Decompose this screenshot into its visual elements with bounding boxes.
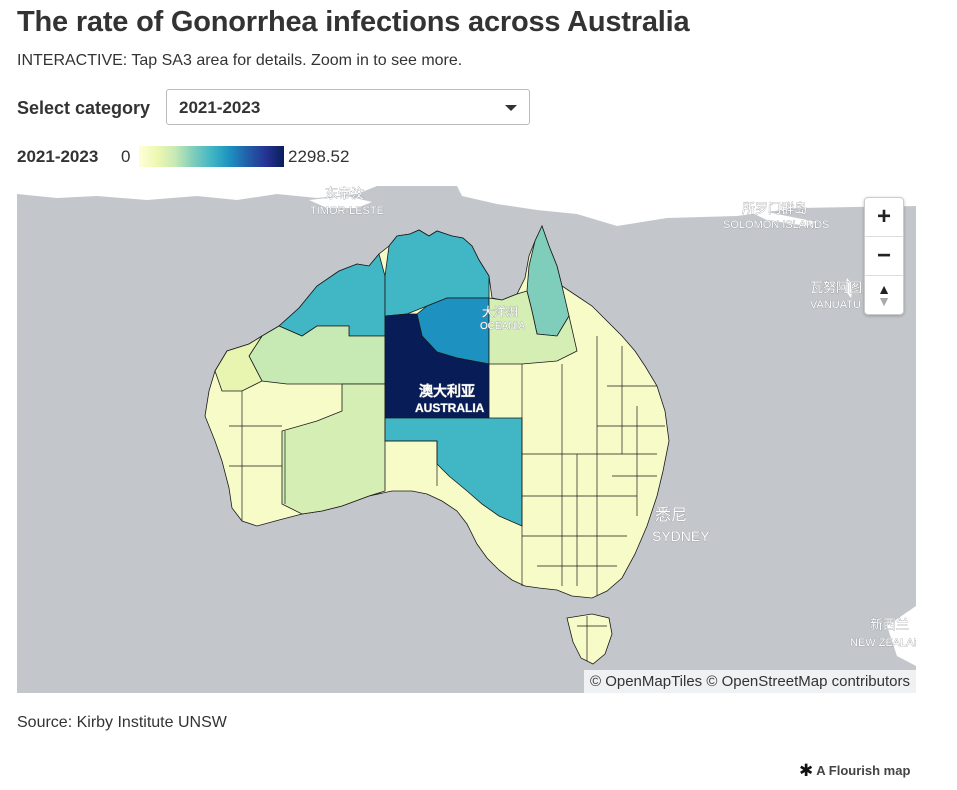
papua-land	[457, 186, 916, 226]
flourish-credit[interactable]: ✱ A Flourish map	[799, 762, 910, 779]
source-note: Source: Kirby Institute UNSW	[17, 714, 227, 731]
sa3-boundaries	[229, 336, 665, 661]
page-subtitle: INTERACTIVE: Tap SA3 area for details. Z…	[17, 52, 463, 69]
category-selected-value: 2021-2023	[179, 98, 261, 117]
category-select[interactable]: 2021-2023	[166, 89, 530, 125]
map-canvas[interactable]: 东帝汶 TIMOR-LESTE 所罗门群岛 SOLOMON ISLANDS 瓦努…	[17, 186, 916, 693]
label-sydney-cn: 悉尼	[655, 506, 687, 524]
label-oceania-en: OCEANIA	[480, 321, 525, 332]
tasmania[interactable]	[566, 613, 613, 665]
region-goldfields[interactable]	[281, 383, 386, 515]
label-timor-cn: 东帝汶	[325, 186, 364, 201]
legend-gradient	[139, 146, 284, 167]
label-australia-cn: 澳大利亚	[419, 383, 475, 399]
label-oceania-cn: 大洋洲	[482, 304, 518, 319]
category-label: Select category	[17, 98, 151, 118]
zoom-in-button[interactable]: +	[865, 198, 903, 237]
region-top-end[interactable]	[384, 229, 490, 317]
zoom-out-button[interactable]: −	[865, 237, 903, 276]
region-kimberley[interactable]	[278, 253, 386, 337]
label-nz-en: NEW ZEALAND	[850, 637, 916, 649]
new-zealand-land	[887, 606, 916, 666]
timor-land	[309, 196, 372, 208]
label-timor-en: TIMOR-LESTE	[310, 205, 384, 217]
legend-max: 2298.52	[288, 147, 350, 166]
compass-north-icon: ▲	[877, 281, 891, 297]
label-nz-cn: 新西兰	[870, 617, 909, 632]
chevron-down-icon	[505, 105, 517, 111]
legend-min: 0	[121, 147, 131, 166]
flourish-credit-label: A Flourish map	[816, 763, 911, 778]
label-solomon-cn: 所罗门群岛	[742, 201, 807, 216]
flourish-asterisk-icon: ✱	[799, 761, 814, 780]
label-australia-en: AUSTRALIA	[415, 401, 485, 415]
map-area[interactable]: 东帝汶 TIMOR-LESTE 所罗门群岛 SOLOMON ISLANDS 瓦努…	[17, 186, 916, 693]
map-attribution[interactable]: © OpenMapTiles © OpenStreetMap contribut…	[583, 670, 916, 693]
solomon-land	[737, 206, 817, 226]
label-vanuatu-en: VANUATU	[810, 299, 861, 311]
reset-north-button[interactable]: ▲ ▼	[865, 276, 903, 314]
compass-south-icon: ▼	[877, 293, 891, 309]
label-sydney-en: SYDNEY	[652, 528, 710, 544]
zoom-controls: + − ▲ ▼	[864, 197, 904, 315]
region-west-coast[interactable]	[214, 335, 263, 392]
label-vanuatu-cn: 瓦努阿图	[810, 280, 862, 295]
vanuatu-land	[845, 278, 853, 298]
indonesia-land	[17, 186, 377, 200]
legend-title: 2021-2023	[17, 147, 99, 166]
label-solomon-en: SOLOMON ISLANDS	[723, 219, 829, 231]
page-title: The rate of Gonorrhea infections across …	[17, 6, 690, 38]
